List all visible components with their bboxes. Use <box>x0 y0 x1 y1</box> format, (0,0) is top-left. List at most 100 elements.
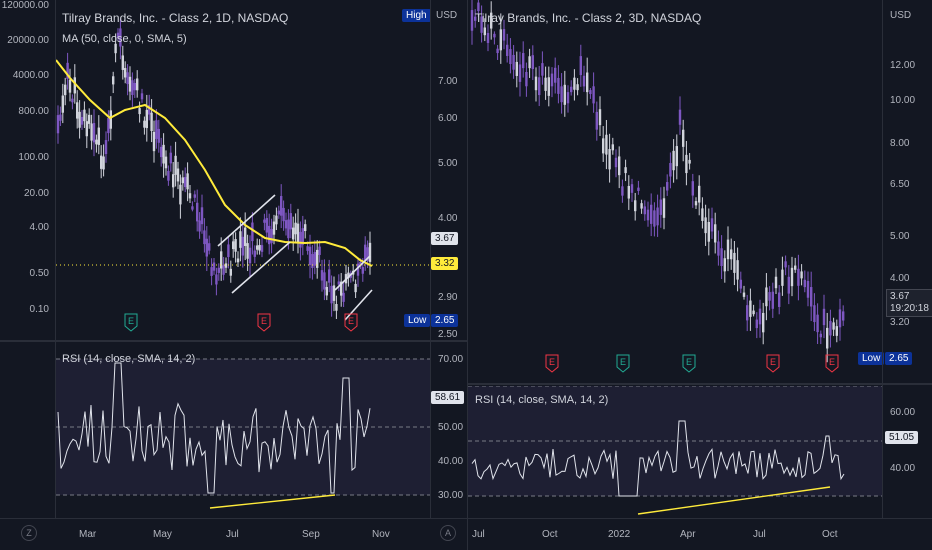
right-price-scale[interactable]: 12.00 10.00 8.00 6.50 5.00 4.00 3.20 <box>882 0 932 380</box>
right-price-candle <box>538 77 541 96</box>
left-rsi-legend[interactable]: RSI (14, close, SMA, 14, 2) <box>62 353 196 365</box>
right-chart-panel[interactable]: E E E E E Tilray Brands, Inc. - Class 2, 3D,… <box>440 0 932 550</box>
left-price-candle <box>217 267 220 273</box>
left-price-candle <box>335 304 338 311</box>
right-price-candle <box>512 54 515 70</box>
right-price-tick: 8.00 <box>890 138 910 149</box>
right-price-candle <box>749 300 752 317</box>
right-price-candle <box>618 156 621 176</box>
left-price-candle <box>232 241 235 250</box>
right-price-candle <box>666 182 669 191</box>
right-price-candle <box>682 129 685 147</box>
left-ma-legend[interactable]: MA (50, close, 0, SMA, 5) <box>62 33 187 45</box>
left-price-candle <box>332 285 336 301</box>
flag-lower-line <box>231 241 291 294</box>
left-price-candle <box>366 247 369 261</box>
right-price-candle <box>707 221 710 242</box>
left-pane-separator[interactable] <box>0 340 467 342</box>
auto-scale-icon[interactable]: A <box>440 525 456 541</box>
right-price-candle <box>685 154 688 174</box>
right-price-candle <box>496 48 499 54</box>
right-price-candle <box>768 292 771 301</box>
right-price-candle <box>646 209 650 221</box>
left-price-candle <box>174 155 177 175</box>
right-price-candle <box>602 138 605 154</box>
right-earnings-marker: E <box>545 354 559 373</box>
right-x-label: Apr <box>680 529 696 540</box>
right-earnings-marker-shape <box>825 354 839 373</box>
right-price-candle <box>838 309 842 328</box>
left-price-candle <box>212 262 216 271</box>
right-price-candle <box>509 49 512 65</box>
right-price-candle <box>608 149 611 170</box>
left-scale-tick: 4.00 <box>29 222 49 233</box>
right-price-candle <box>726 239 730 260</box>
left-price-candle <box>184 177 187 188</box>
right-price-candle <box>803 279 806 288</box>
left-price-candle <box>313 252 316 266</box>
left-price-candle <box>328 269 331 283</box>
right-price-candle <box>634 200 637 212</box>
left-price-candle <box>196 202 199 222</box>
right-price-candle <box>832 322 835 330</box>
panel-divider[interactable] <box>467 0 468 550</box>
left-price-candle <box>121 55 124 70</box>
right-price-candle <box>774 276 778 289</box>
right-price-candle <box>755 319 758 329</box>
timezone-icon[interactable]: Z <box>21 525 37 541</box>
left-rsi-tick: 70.00 <box>438 354 464 365</box>
right-pane-separator[interactable] <box>468 383 932 385</box>
right-price-candle <box>586 72 589 93</box>
left-price-candle <box>292 227 295 240</box>
right-price-candle <box>669 163 672 177</box>
right-bar-countdown: 19:20:18 <box>890 303 929 314</box>
left-price-candle <box>244 227 247 247</box>
left-price-candle <box>263 219 266 223</box>
right-price-candle <box>576 84 579 91</box>
right-earnings-marker-shape <box>545 354 559 373</box>
left-scale-tick: 120000.00 <box>1 0 49 11</box>
right-price-candle <box>506 44 509 56</box>
right-rsi-legend[interactable]: RSI (14, close, SMA, 14, 2) <box>475 394 609 406</box>
left-price-candle <box>311 254 314 268</box>
left-rsi-chart[interactable] <box>0 343 430 523</box>
left-price-candle <box>229 268 232 276</box>
right-earnings-marker-label: E <box>829 357 835 367</box>
right-price-candle <box>829 320 832 336</box>
left-price-scale[interactable]: 7.00 6.00 5.00 4.00 2.90 2.50 <box>430 0 470 340</box>
left-earnings-marker-shape <box>344 313 358 332</box>
left-price-candle <box>294 222 297 235</box>
ma-line <box>55 59 373 267</box>
left-chart-panel[interactable]: E E E Tilray Brands, Inc. - Class 2, 1D, N… <box>0 0 465 550</box>
right-price-candle <box>627 185 630 199</box>
left-log-scale[interactable]: 120000.00 20000.00 4000.00 800.00 100.00… <box>0 0 54 340</box>
right-price-candle <box>486 33 490 43</box>
left-price-candle <box>289 213 292 230</box>
right-price-candle <box>579 56 582 76</box>
left-price-candle <box>143 120 146 128</box>
right-price-candle <box>582 75 586 87</box>
right-rsi-scale[interactable]: 60.00 40.00 <box>882 386 932 516</box>
right-rsi-chart[interactable] <box>468 386 882 516</box>
right-price-candle <box>794 265 797 270</box>
left-price-candle <box>318 246 321 255</box>
right-price-candle <box>694 201 698 206</box>
right-price-candle <box>640 203 643 209</box>
left-price-candle <box>205 238 208 257</box>
right-price-tick: 5.00 <box>890 231 910 242</box>
left-price-candle <box>179 184 182 205</box>
left-price-candle <box>253 250 256 257</box>
left-scale-border <box>55 0 56 518</box>
left-rsi-scale[interactable]: 70.00 50.00 40.00 30.00 <box>430 343 470 523</box>
left-price-tick: 6.00 <box>438 113 458 124</box>
left-scale-tick: 20.00 <box>23 188 49 199</box>
right-price-candle <box>752 310 755 315</box>
left-last-price-tag: 3.67 <box>431 232 459 245</box>
left-price-candle <box>73 77 76 94</box>
right-earnings-marker-label: E <box>620 357 626 367</box>
left-price-candle <box>140 93 144 100</box>
right-price-candle <box>781 269 784 286</box>
